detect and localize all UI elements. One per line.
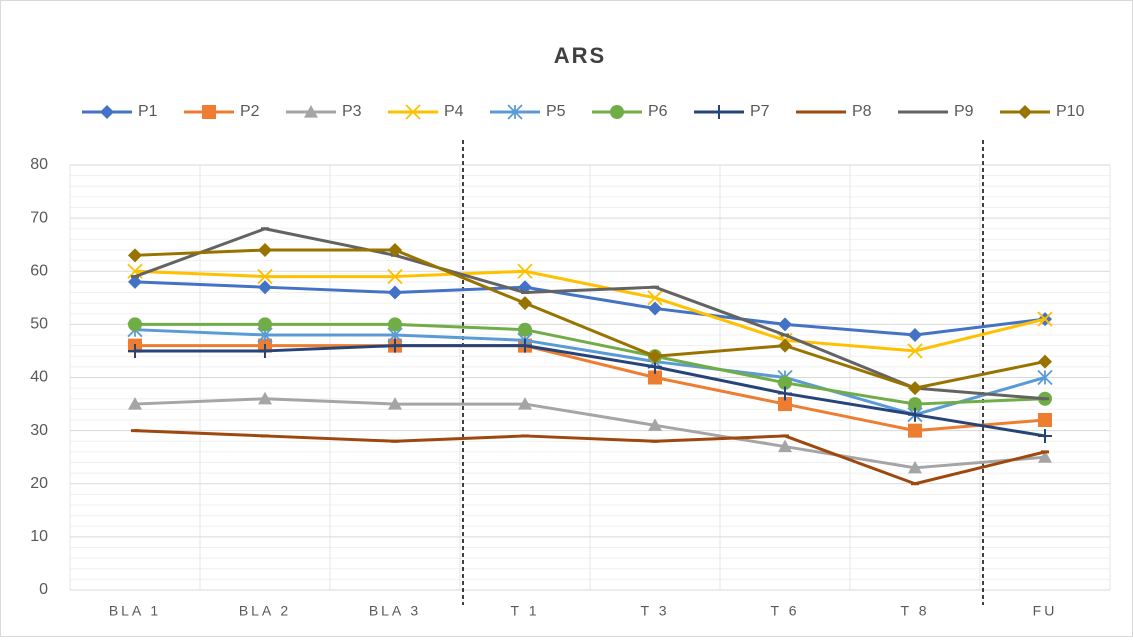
y-tick-label: 20 bbox=[30, 475, 48, 492]
chart-title: ARS bbox=[554, 43, 606, 68]
y-tick-label: 50 bbox=[30, 316, 48, 333]
legend-label: P9 bbox=[954, 103, 974, 120]
chart: ARS 0 10 20 30 40 50 60 70 80 BLA 1 BLA 2 BLA 3 T 1 T… bbox=[0, 0, 1133, 637]
marker bbox=[128, 317, 142, 331]
marker bbox=[518, 323, 532, 337]
x-tick-label: T 8 bbox=[901, 603, 930, 619]
legend-label: P8 bbox=[852, 103, 872, 120]
x-tick-label: T 1 bbox=[511, 603, 540, 619]
legend-label: P3 bbox=[342, 103, 362, 120]
marker bbox=[908, 424, 922, 438]
legend-label: P1 bbox=[138, 103, 158, 120]
x-tick-label: T 6 bbox=[771, 603, 800, 619]
x-tick-label: BLA 1 bbox=[109, 603, 161, 619]
x-tick-label: BLA 2 bbox=[239, 603, 291, 619]
x-tick-label: T 3 bbox=[641, 603, 670, 619]
x-tick-label: BLA 3 bbox=[369, 603, 421, 619]
marker bbox=[1038, 413, 1052, 427]
marker bbox=[258, 317, 272, 331]
x-tick-label: FU bbox=[1033, 603, 1058, 619]
legend-label: P4 bbox=[444, 103, 464, 120]
y-tick-label: 80 bbox=[30, 156, 48, 173]
legend-label: P7 bbox=[750, 103, 770, 120]
y-tick-label: 40 bbox=[30, 369, 48, 386]
marker bbox=[610, 105, 624, 119]
legend-label: P10 bbox=[1056, 103, 1085, 120]
legend-label: P2 bbox=[240, 103, 260, 120]
marker bbox=[202, 105, 216, 119]
y-tick-label: 10 bbox=[30, 528, 48, 545]
y-tick-label: 30 bbox=[30, 422, 48, 439]
legend-label: P5 bbox=[546, 103, 566, 120]
marker bbox=[388, 317, 402, 331]
y-tick-label: 70 bbox=[30, 209, 48, 226]
legend-label: P6 bbox=[648, 103, 668, 120]
y-tick-label: 0 bbox=[39, 581, 48, 598]
y-tick-label: 60 bbox=[30, 262, 48, 279]
